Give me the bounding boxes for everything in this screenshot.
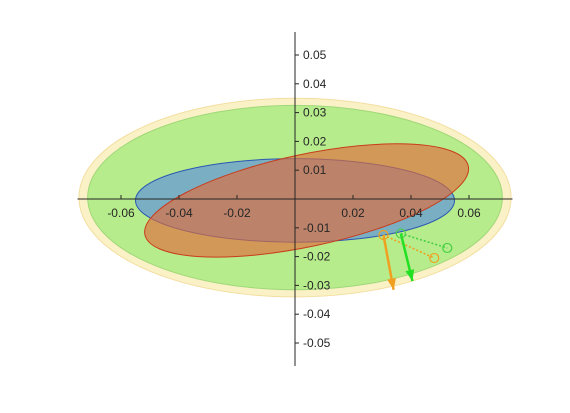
tick-layer: -0.06 -0.04 -0.02 0.02 0.04 0.06 0.05 0.04 0.03 0…	[107, 48, 481, 350]
y-tick-label: 0.04	[303, 77, 327, 91]
y-tick-label: -0.03	[303, 278, 331, 292]
y-tick-label: -0.01	[303, 221, 331, 235]
y-tick-label: -0.04	[303, 307, 331, 321]
y-tick-label: -0.02	[303, 250, 331, 264]
point-marker	[395, 228, 406, 239]
y-tick-label: -0.05	[303, 336, 331, 350]
point-marker	[378, 229, 389, 241]
x-tick-label: 0.02	[341, 206, 365, 220]
x-tick-label: -0.06	[107, 206, 135, 220]
x-tick-label: 0.04	[399, 206, 423, 220]
ellipse-4	[144, 143, 470, 258]
y-tick-label: 0.05	[303, 48, 327, 62]
arrow-head	[405, 269, 415, 282]
arrow-head	[387, 277, 396, 290]
point-marker	[429, 252, 440, 264]
y-tick-label: 0.03	[303, 106, 327, 120]
x-tick-label: -0.02	[223, 206, 251, 220]
overlay-layer	[378, 228, 453, 290]
y-tick-label: 0.02	[303, 134, 327, 148]
dashed-connector	[383, 234, 435, 259]
point-marker	[442, 242, 453, 254]
x-tick-label: -0.04	[165, 206, 193, 220]
x-tick-label: 0.06	[457, 206, 481, 220]
y-tick-label: 0.01	[303, 163, 327, 177]
dashed-connector	[400, 232, 448, 249]
axes	[77, 31, 513, 367]
